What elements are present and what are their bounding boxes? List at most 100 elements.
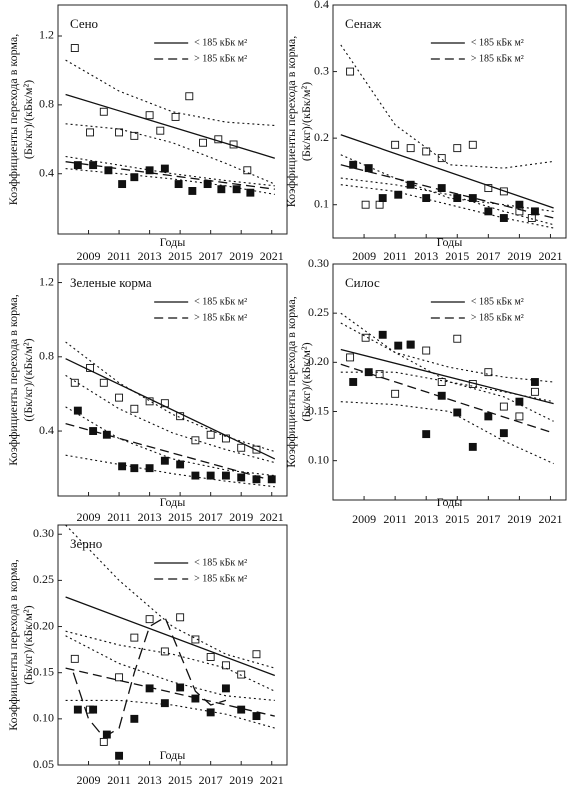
point: [199, 138, 207, 147]
x-tick-label: 2009: [77, 510, 101, 524]
y-tick-label: 0.8: [39, 349, 54, 363]
point: [237, 670, 246, 679]
band-line: [65, 168, 275, 195]
point: [130, 131, 139, 140]
x-tick-label: 2013: [414, 512, 438, 526]
y-tick-label: 0.1: [314, 196, 329, 210]
y-tick-label: 0.10: [308, 452, 329, 466]
point: [99, 737, 108, 746]
point: [468, 194, 477, 203]
y-tick-label: 0.10: [33, 711, 54, 725]
y-axis-label: Коэффициенты перехода в корма,: [284, 296, 298, 468]
x-tick-label: 2015: [168, 773, 192, 787]
point: [206, 471, 215, 480]
point: [468, 442, 477, 451]
point: [130, 633, 139, 642]
x-axis-label: Годы: [160, 495, 186, 509]
point: [484, 207, 493, 216]
legend-label: > 185 кБк м²: [194, 312, 247, 323]
fit-line: [340, 134, 554, 209]
point: [160, 647, 169, 656]
y-tick-label: 0.4: [39, 165, 54, 179]
point: [118, 180, 127, 189]
point: [437, 184, 446, 193]
point: [115, 393, 124, 402]
point: [453, 144, 462, 153]
legend-label: < 185 кБк м²: [471, 296, 524, 307]
fit-line: [340, 164, 554, 219]
point: [237, 443, 246, 452]
fit-line: [65, 422, 275, 482]
x-tick-label: 2017: [476, 249, 500, 263]
point: [484, 368, 493, 377]
x-tick-label: 2011: [107, 510, 131, 524]
legend-label: < 185 кБк м²: [194, 37, 247, 48]
band-line: [65, 374, 275, 464]
x-tick-label: 2021: [538, 512, 562, 526]
x-tick-label: 2015: [168, 510, 192, 524]
y-tick-label: 0.4: [314, 0, 329, 11]
point: [176, 683, 185, 692]
y-tick-label: 0.25: [308, 305, 329, 319]
band-line: [65, 341, 275, 453]
x-tick-label: 2017: [476, 512, 500, 526]
point: [394, 341, 403, 350]
plot-frame: [57, 263, 288, 497]
point: [422, 346, 431, 355]
y-tick-label: 0.3: [314, 63, 329, 77]
x-axis-label: Годы: [437, 495, 463, 509]
band-line: [65, 630, 276, 692]
point: [375, 370, 384, 379]
point: [70, 378, 79, 387]
point: [252, 650, 261, 659]
band-line: [340, 184, 554, 229]
x-tick-label: 2019: [229, 510, 253, 524]
point: [346, 67, 355, 76]
point: [115, 128, 124, 137]
x-tick-label: 2019: [507, 512, 531, 526]
point: [453, 408, 462, 417]
point: [118, 462, 127, 471]
point: [130, 714, 139, 723]
point: [515, 412, 524, 421]
x-tick-label: 2021: [260, 510, 284, 524]
point: [232, 185, 241, 194]
band-line: [340, 177, 554, 226]
point: [188, 187, 197, 195]
point: [176, 460, 185, 469]
band-line: [65, 524, 275, 669]
point: [237, 473, 246, 482]
point: [391, 389, 400, 398]
x-tick-label: 2009: [77, 773, 101, 787]
point: [176, 613, 185, 622]
y-axis-label: Коэффициенты перехода в корма,: [6, 294, 20, 466]
point: [361, 333, 370, 342]
point: [176, 412, 185, 421]
point: [406, 340, 415, 349]
point: [361, 200, 370, 209]
point: [156, 126, 165, 135]
band-line: [72, 616, 227, 739]
x-tick-label: 2009: [352, 512, 376, 526]
band-line: [65, 59, 275, 127]
legend-label: > 185 кБк м²: [194, 573, 247, 584]
point: [364, 164, 373, 173]
point: [217, 185, 226, 194]
panel-title: Силос: [345, 275, 380, 290]
band-line: [65, 635, 275, 701]
fit-line: [340, 363, 554, 434]
band-line: [340, 371, 554, 422]
point: [515, 200, 524, 209]
y-axis-label: (Бк/кг)/(кБк/м²): [21, 80, 35, 159]
point: [206, 653, 215, 661]
x-tick-label: 2015: [445, 512, 469, 526]
y-tick-label: 1.2: [39, 28, 54, 42]
x-tick-label: 2017: [199, 773, 223, 787]
panel-title: Сенаж: [345, 16, 382, 31]
point: [160, 699, 169, 708]
legend-label: > 185 кБк м²: [194, 53, 247, 64]
point: [70, 44, 79, 52]
band-line: [65, 123, 276, 185]
point: [391, 140, 400, 149]
